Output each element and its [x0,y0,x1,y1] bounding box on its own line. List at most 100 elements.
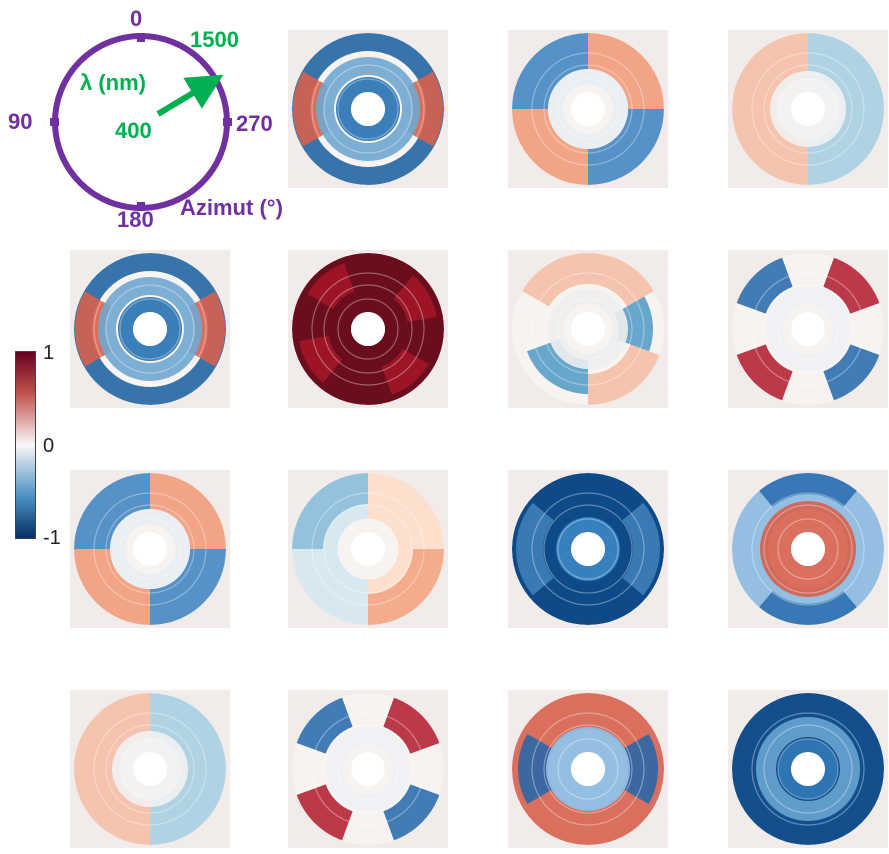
panel-segment-0 [383,697,440,754]
panel-r4-c4 [728,690,888,848]
panel-plot [74,253,226,405]
panel-segment-1 [622,502,660,596]
panel-segment-3 [759,501,857,597]
panel-segment-4 [307,263,355,309]
panel-segment-0 [588,33,664,109]
panel-segment-3 [526,339,588,394]
panel-arc-2 [93,272,207,386]
panel-segment-3 [296,697,353,754]
panel-segment-4 [547,69,629,149]
panel-segment-2 [368,549,444,625]
tick-top [137,33,145,42]
panel-arc-2 [311,52,425,166]
panel-segment-3 [545,727,631,811]
panel-hole [133,312,167,346]
colorbar-max-label: 1 [43,342,55,364]
panel-hole [571,532,605,566]
azimuth-tick-270: 270 [236,111,273,136]
wavelength-outer-label: 1500 [190,27,239,52]
panel-arc-0 [557,518,619,580]
panel-arc-1 [323,284,413,374]
panel-hole [351,312,385,346]
panel-arc-1 [763,724,853,814]
panel-hole [571,312,605,346]
panel-segment-1 [823,344,880,401]
panel-segment-3 [555,517,621,581]
panel-segment-1 [759,473,857,507]
panel-segment-3 [315,57,421,161]
panel-segment-1 [588,109,664,185]
panel-segment-0 [150,693,226,845]
panel-arc-0 [557,298,619,360]
panel-arc-2 [751,712,865,826]
panel-arc-0 [337,518,399,580]
panel-arc-0 [777,78,839,140]
panel-arc-1 [543,284,633,374]
panel-r4-c2 [288,690,448,848]
panel-arc-2 [93,492,207,606]
panel-segment-3 [97,277,203,381]
panel-arc-1 [763,64,853,154]
panel-arc-2 [531,272,645,386]
panel-arc-2 [93,712,207,826]
panel-arc-1 [105,284,195,374]
azimuth-tick-0: 0 [130,6,143,31]
panel-arc-0 [557,738,619,800]
panel-segment-4 [547,289,629,369]
panel-r2-c3 [508,250,668,408]
panel-r4-c3 [508,690,668,848]
panel-arc-2 [751,52,865,166]
panel-segment-4 [335,77,401,141]
panel-segment-3 [736,257,793,314]
panel-segment-4 [325,727,411,811]
panel-arc-2 [751,492,865,606]
panel-segment-0 [512,473,664,625]
panel-hole [791,532,825,566]
panel-hole [351,532,385,566]
panel-r1-c4 [728,30,888,188]
panel-arc-1 [543,504,633,594]
panel-arc-0 [119,518,181,580]
panel-plot [512,253,664,405]
panel-plot [512,33,664,185]
panel-hole [351,92,385,126]
panel-arc-2 [311,272,425,386]
panel-arc-1 [763,284,853,374]
panel-segment-2 [299,335,343,383]
panel-segment-2 [777,739,839,799]
panel-arc-1 [323,504,413,594]
panel-segment-1 [755,717,861,821]
panel-segment-1 [393,275,437,323]
panel-hole [571,92,605,126]
panel-plot [512,473,664,625]
panel-hole [791,312,825,346]
colorbar [15,351,36,539]
panel-segment-3 [292,473,368,549]
panel-r2-c1 [70,250,230,408]
panel-r2-c4 [728,250,888,408]
panel-segment-1 [383,784,440,841]
wavelength-arrow [156,74,224,117]
panel-arc-0 [777,298,839,360]
panel-segment-4 [117,297,183,361]
panel-hole [791,752,825,786]
panel-r3-c4 [728,470,888,628]
panel-segment-0 [150,473,226,549]
panel-segment-1 [74,693,150,845]
panel-arc-1 [323,724,413,814]
panel-plot [512,693,664,845]
wavelength-inner-label: 400 [115,118,152,143]
colorbar-min-label: -1 [43,527,61,549]
panel-r4-c1 [70,690,230,848]
panel-plot [732,693,884,845]
panel-segment-4 [109,509,191,589]
panel-segment-2 [770,71,846,147]
panel-plot [732,473,884,625]
panel-arc-1 [105,504,195,594]
tick-bottom [137,202,145,211]
panel-segment-2 [759,591,857,625]
panel-plot [732,253,884,405]
panel-r1-c2 [288,30,448,188]
panel-arc-2 [531,492,645,606]
panel-segment-2 [512,109,588,185]
